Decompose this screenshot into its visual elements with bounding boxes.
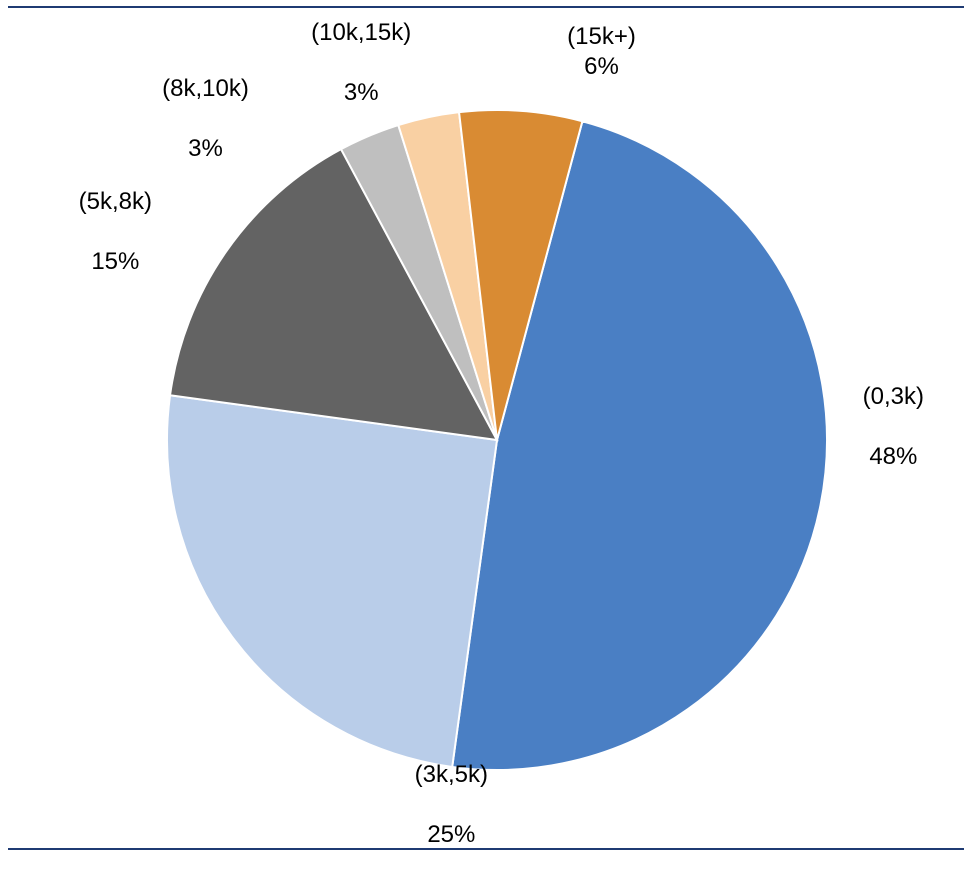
slice-label-name: (3k,5k) [415,761,488,788]
slice-label-percent: 6% [584,53,619,80]
pie-chart [167,110,827,770]
slice-label-percent: 25% [427,821,475,848]
slice-label-percent: 3% [188,135,223,162]
top-rule [8,6,964,8]
slice-label-10k-15k: (10k,15k) 3% [285,0,412,138]
slice-label-percent: 48% [869,443,917,470]
slice-label-0-3k: (0,3k) 48% [836,352,924,502]
slice-label-15k-plus: (15k+) 6% [541,0,636,112]
slice-label-3k-5k: (3k,5k) 25% [388,730,488,880]
pie-slice [167,395,497,767]
slice-label-8k-10k: (8k,10k) 3% [136,44,249,194]
slice-label-percent: 15% [91,248,139,275]
slice-label-name: (10k,15k) [311,19,411,46]
slice-label-percent: 3% [344,79,379,106]
slice-label-name: (15k+) [567,23,636,50]
slice-label-name: (0,3k) [863,383,924,410]
chart-frame: (0,3k) 48% (3k,5k) 25% (5k,8k) 15% (8k,1… [0,0,972,861]
slice-label-name: (8k,10k) [162,75,249,102]
